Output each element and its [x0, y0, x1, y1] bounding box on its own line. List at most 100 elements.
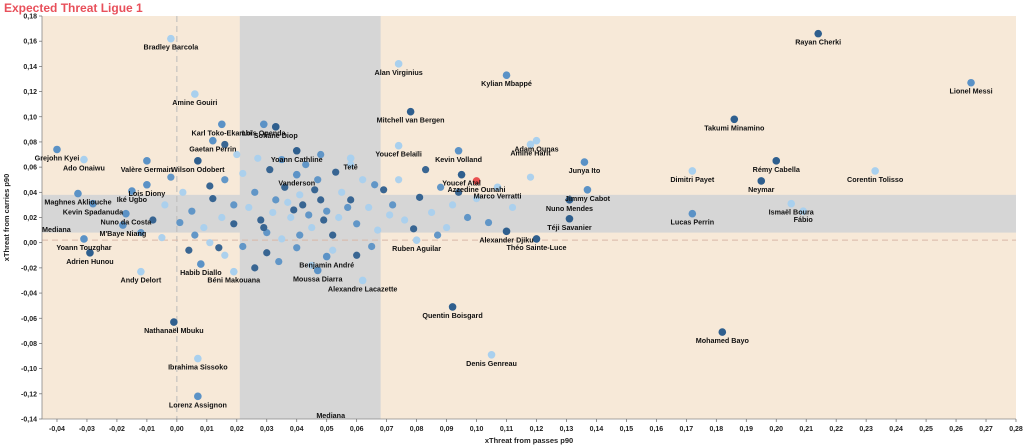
data-point: [565, 214, 574, 223]
data-point: [335, 213, 343, 222]
data-point: [526, 173, 535, 181]
point-label: Iké Ugbo: [117, 195, 148, 204]
data-point: [308, 261, 316, 269]
point-label: Kylian Mbappé: [481, 79, 532, 88]
data-point: [122, 209, 130, 218]
point-label: Ibrahima Sissoko: [168, 363, 228, 372]
point-label: Yoann Touzghar: [56, 243, 111, 252]
point-label: Alexandre Lacazette: [328, 284, 398, 293]
point-label: Youcef Belaïli: [375, 150, 422, 159]
x-tick-label: 0,19: [739, 426, 753, 433]
data-point: [406, 107, 415, 116]
x-tick-label: 0,09: [440, 426, 454, 433]
point-label: Tetê: [344, 162, 358, 171]
data-point: [457, 170, 466, 179]
y-tick-label: 0,14: [23, 64, 37, 71]
data-point: [583, 185, 592, 194]
data-point: [472, 195, 481, 203]
data-point: [380, 186, 388, 194]
data-point: [269, 208, 277, 217]
data-point: [191, 90, 199, 98]
data-point: [412, 236, 421, 244]
data-point: [89, 199, 97, 208]
axes: -0,04 -0,03 -0,02 -0,01 0,00 0,01 0,02 0,03 0,04…: [21, 14, 1023, 434]
data-point: [158, 234, 166, 242]
data-point: [143, 157, 151, 165]
point-label: Téji Savanier: [547, 223, 592, 232]
data-point: [493, 183, 502, 192]
x-tick-label: 0,24: [889, 426, 903, 433]
x-tick-label: 0,22: [829, 426, 843, 433]
data-point: [871, 167, 879, 175]
x-tick-label: 0,02: [230, 426, 244, 433]
y-tick-label: -0,06: [21, 316, 37, 323]
y-tick-label: -0,12: [21, 391, 37, 398]
point-label: Bradley Barcola: [144, 43, 200, 52]
data-point: [311, 186, 319, 194]
data-point: [338, 188, 346, 196]
data-point: [448, 303, 457, 311]
x-tick-label: 0,07: [380, 426, 394, 433]
x-tick-label: 0,05: [320, 426, 334, 433]
point-label: Kevin Spadanuda: [63, 208, 124, 217]
data-point: [230, 220, 238, 228]
point-label: Ruben Aguilar: [392, 244, 441, 253]
data-point: [185, 246, 193, 254]
point-label: M'Baye Niang: [99, 229, 146, 238]
point-label: Lorenz Assignon: [169, 400, 227, 409]
y-tick-label: -0,14: [21, 417, 37, 424]
data-point: [329, 231, 337, 239]
data-point: [251, 264, 259, 272]
data-point: [278, 235, 286, 243]
data-point: [266, 166, 274, 174]
data-point: [74, 189, 82, 198]
point-label: Adam Ounas: [514, 145, 558, 154]
data-point: [502, 227, 511, 236]
x-tick-label: 0,08: [410, 426, 424, 433]
data-point: [368, 242, 376, 251]
data-point: [191, 231, 199, 239]
point-label: Alexander Djiku: [479, 235, 533, 244]
data-point: [302, 161, 310, 169]
median-label-x: Mediana: [316, 411, 346, 420]
data-point: [221, 140, 229, 149]
data-point: [374, 226, 382, 234]
x-tick-label: 0,25: [919, 426, 933, 433]
data-point: [787, 199, 796, 208]
data-point: [218, 213, 226, 222]
data-point: [215, 244, 223, 252]
point-label: Mitchell van Bergen: [377, 116, 445, 125]
data-point: [967, 78, 975, 87]
point-label: Jimmy Cabot: [565, 194, 611, 203]
point-label: Neymar: [748, 185, 775, 194]
point-label: Azzedine Ounahi: [448, 185, 506, 194]
data-point: [313, 266, 322, 275]
point-label: Nuno da Costa: [101, 218, 153, 227]
point-label: Béni Makouana: [207, 276, 261, 285]
x-tick-label: 0,13: [560, 426, 574, 433]
data-point: [293, 244, 301, 252]
data-point: [194, 157, 202, 165]
y-tick-label: 0,10: [23, 114, 37, 121]
point-label: Rémy Cabella: [753, 165, 801, 174]
data-point: [433, 231, 442, 239]
data-point: [371, 181, 379, 189]
data-point: [149, 216, 157, 224]
data-point: [718, 328, 727, 336]
point-label: Andy Delort: [121, 276, 162, 285]
point-label: Lionel Messi: [949, 87, 992, 96]
data-point: [245, 203, 253, 212]
x-tick-label: 0,01: [200, 426, 214, 433]
x-tick-label: 0,12: [530, 426, 544, 433]
data-point: [730, 115, 739, 124]
data-point: [454, 188, 463, 196]
x-tick-label: 0,20: [769, 426, 783, 433]
y-tick-label: 0,12: [23, 89, 37, 96]
point-label: Junya Ito: [569, 166, 601, 175]
data-point: [80, 235, 88, 243]
data-point: [410, 225, 418, 233]
x-tick-label: 0,21: [799, 426, 813, 433]
x-tick-label: -0,03: [79, 426, 95, 433]
point-label: Alan Virginius: [375, 68, 423, 77]
